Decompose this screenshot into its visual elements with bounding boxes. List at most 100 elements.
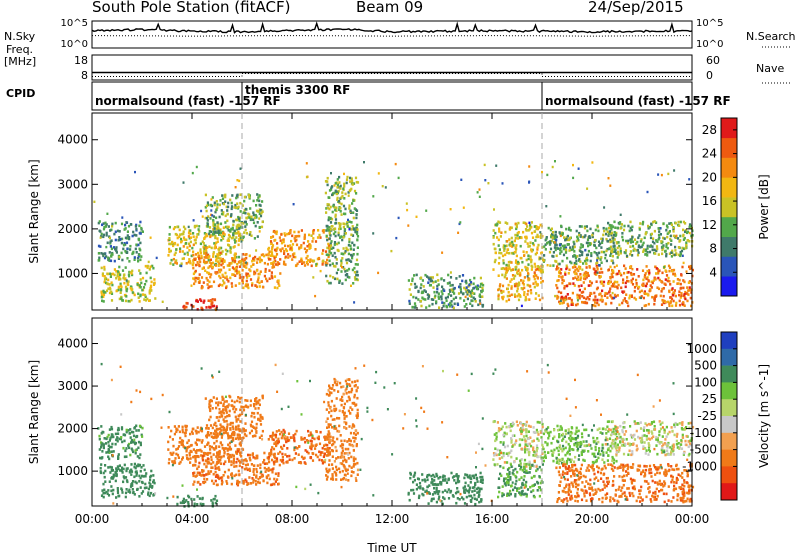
echo-pixel [324, 438, 327, 441]
echo-pixel [234, 203, 237, 207]
echo-pixel [425, 209, 428, 212]
echo-pixel [588, 242, 591, 245]
echo-pixel [515, 227, 518, 231]
echo-pixel [430, 499, 433, 503]
echo-pixel [252, 256, 255, 260]
echo-pixel [341, 443, 345, 447]
echo-pixel [344, 478, 348, 481]
echo-pixel [351, 241, 354, 245]
echo-pixel [513, 284, 517, 288]
echo-pixel [497, 297, 500, 301]
echo-pixel [252, 468, 255, 471]
echo-pixel [334, 445, 337, 449]
echo-pixel [242, 482, 245, 485]
echo-pixel [570, 298, 573, 302]
echo-pixel [261, 394, 264, 398]
echo-pixel [256, 464, 259, 467]
echo-pixel [107, 256, 110, 260]
echo-pixel [435, 301, 438, 305]
echo-pixel [642, 278, 645, 282]
echo-pixel [612, 245, 615, 248]
echo-pixel [173, 432, 176, 436]
echo-pixel [220, 425, 223, 428]
echo-pixel [528, 244, 531, 248]
echo-pixel [208, 265, 211, 268]
echo-pixel [235, 408, 238, 411]
echo-pixel [336, 242, 339, 246]
echo-pixel [476, 284, 479, 288]
echo-pixel [670, 255, 673, 258]
echo-pixel [196, 299, 199, 302]
echo-pixel [682, 301, 685, 304]
echo-pixel [328, 441, 331, 445]
echo-pixel [130, 430, 133, 434]
echo-pixel [220, 429, 223, 432]
echo-pixel [421, 291, 425, 294]
echo-pixel [356, 416, 359, 419]
echo-pixel [533, 225, 536, 228]
echo-pixel [101, 223, 104, 227]
echo-pixel [138, 224, 141, 228]
echo-pixel [135, 424, 138, 428]
echo-pixel [293, 252, 296, 255]
echo-pixel [213, 227, 216, 230]
echo-pixel [214, 231, 217, 234]
echo-pixel [326, 180, 329, 183]
nave-right-tick: 0 [706, 69, 713, 82]
echo-pixel [336, 380, 339, 384]
echo-pixel [263, 462, 266, 465]
echo-pixel [344, 207, 347, 211]
echo-pixel [329, 244, 333, 247]
echo-pixel [343, 267, 346, 271]
echo-pixel [190, 284, 193, 287]
echo-pixel [465, 279, 468, 283]
echo-pixel [207, 256, 210, 260]
echo-pixel [410, 488, 413, 492]
echo-pixel [211, 196, 214, 199]
echo-pixel [583, 235, 586, 239]
echo-pixel [356, 252, 359, 256]
echo-pixel [350, 466, 353, 469]
echo-pixel [256, 400, 259, 403]
echo-pixel [630, 279, 633, 282]
echo-pixel [257, 407, 260, 410]
nave-right-tick: 60 [706, 54, 720, 67]
echo-pixel [455, 474, 458, 478]
echo-pixel [674, 249, 677, 252]
echo-pixel [206, 271, 209, 274]
echo-pixel [630, 237, 633, 241]
echo-pixel [126, 257, 129, 260]
echo-pixel [100, 432, 103, 435]
echo-pixel [312, 276, 315, 279]
echo-pixel [682, 247, 686, 251]
echo-pixel [507, 267, 510, 271]
echo-pixel [291, 258, 294, 261]
echo-pixel [206, 453, 209, 456]
echo-pixel [311, 436, 314, 440]
echo-pixel [668, 280, 671, 283]
echo-pixel [339, 462, 342, 465]
echo-pixel [571, 245, 575, 249]
echo-pixel [532, 426, 535, 429]
echo-pixel [132, 490, 135, 494]
echo-pixel [244, 228, 247, 232]
echo-pixel [194, 241, 197, 245]
echo-pixel [239, 260, 242, 263]
echo-pixel [643, 304, 646, 308]
echo-pixel [679, 287, 682, 290]
echo-pixel [561, 297, 565, 300]
echo-pixel [647, 227, 650, 230]
echo-pixel [139, 286, 142, 289]
freq-left-tick: 18 [74, 54, 88, 67]
echo-pixel [229, 276, 232, 280]
echo-pixel [573, 253, 576, 257]
echo-pixel [510, 438, 513, 442]
echo-pixel [327, 218, 330, 222]
echo-pixel [502, 244, 505, 247]
echo-pixel [103, 256, 107, 260]
echo-pixel [529, 226, 532, 230]
echo-pixel [218, 270, 222, 274]
echo-pixel [245, 480, 248, 483]
echo-pixel [327, 404, 330, 407]
echo-pixel [346, 222, 349, 226]
